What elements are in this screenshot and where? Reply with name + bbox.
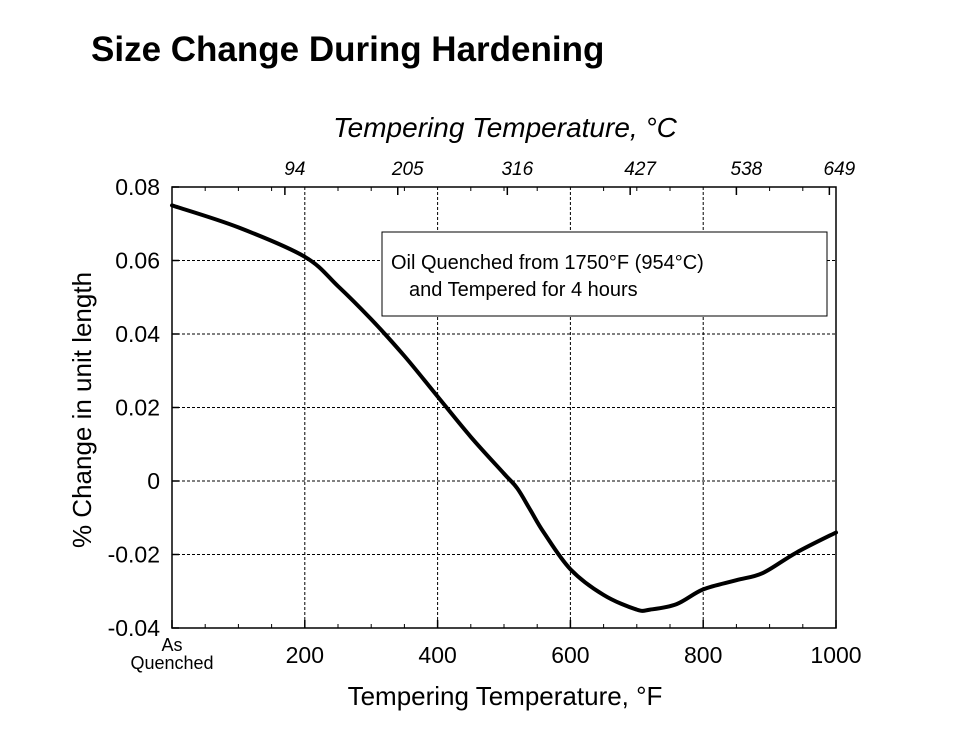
y-tick-label: 0.06: [115, 248, 160, 274]
x-tick-label: 600: [551, 642, 589, 668]
annotation-box: Oil Quenched from 1750°F (954°C) and Tem…: [381, 231, 828, 317]
y-tick-label: 0.02: [115, 395, 160, 421]
y-tick-label: 0.04: [115, 321, 160, 347]
x-tick-label-line: Quenched: [130, 653, 213, 673]
x-axis-label: Tempering Temperature, °F: [348, 681, 663, 711]
x-tick-label: 1000: [810, 642, 861, 668]
x2-tick-label: 649: [824, 159, 856, 180]
plot-frame: [171, 186, 837, 629]
x-tick-label: 800: [684, 642, 722, 668]
x2-tick-label: 316: [501, 159, 533, 180]
y-tick-label: -0.04: [108, 615, 161, 641]
annotation-line-2: and Tempered for 4 hours: [409, 279, 638, 301]
x2-tick-label: 205: [391, 159, 424, 180]
annotation-frame: [381, 231, 828, 317]
y-tick-label: -0.02: [108, 542, 160, 568]
x-tick-label: 200: [286, 642, 324, 668]
x-tick-label: As Quenched: [130, 635, 213, 673]
y-axis-label: % Change in unit length: [67, 272, 97, 548]
x2-tick-label: 94: [284, 159, 305, 180]
y-tick-label: 0.08: [115, 174, 160, 200]
series-line: [170, 203, 838, 613]
x-tick-label: 400: [418, 642, 456, 668]
y-tick-label: 0: [147, 468, 160, 494]
annotation-line-1: Oil Quenched from 1750°F (954°C): [391, 252, 704, 274]
x2-tick-label: 538: [731, 159, 763, 180]
x2-axis-label: Tempering Temperature, °C: [333, 112, 678, 143]
x2-tick-label: 427: [624, 159, 657, 180]
page-title: Size Change During Hardening: [91, 30, 605, 69]
grid-lines: [172, 187, 836, 628]
x-tick-label-line: As: [161, 635, 182, 655]
